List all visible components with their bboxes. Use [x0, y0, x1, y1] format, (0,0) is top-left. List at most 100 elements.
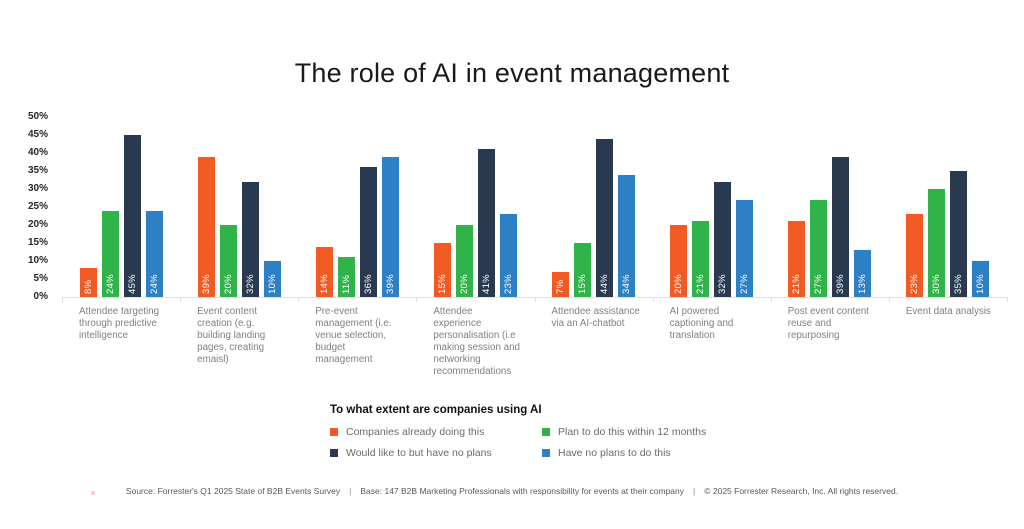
y-axis-tick-label: 0%: [33, 291, 48, 302]
x-axis-tick: [62, 297, 63, 302]
x-axis-tick: [534, 297, 536, 302]
bar: 27%: [810, 199, 828, 297]
bar: 27%: [736, 199, 754, 297]
bar-value-label: 45%: [126, 274, 138, 294]
bar: 10%: [972, 261, 990, 297]
footer: Source: Forrester's Q1 2025 State of B2B…: [0, 486, 1024, 496]
bar: 11%: [337, 257, 355, 297]
x-axis-tick: [652, 297, 654, 302]
bar: 39%: [197, 156, 215, 297]
legend-item-label: Companies already doing this: [346, 426, 485, 438]
bar-value-label: 20%: [458, 274, 470, 294]
bar: 32%: [241, 181, 259, 297]
legend: To what extent are companies using AI Co…: [330, 404, 750, 459]
bar-value-label: 10%: [975, 274, 987, 294]
x-axis-tick: [180, 297, 182, 302]
bar-value-label: 32%: [244, 274, 256, 294]
bar: 41%: [477, 149, 495, 297]
bar: 15%: [574, 243, 592, 297]
x-axis-category-label: Attendee experience personalisation (i.e…: [433, 306, 520, 377]
y-axis-tick-label: 10%: [27, 255, 48, 266]
bar-value-label: 30%: [931, 274, 943, 294]
bar-value-label: 23%: [909, 274, 921, 294]
bar-value-label: 36%: [362, 274, 374, 294]
x-axis-labels: Attendee targeting through predictive in…: [62, 306, 1007, 378]
bar: 14%: [315, 246, 333, 297]
bar: 13%: [854, 250, 872, 297]
bar-group: 14% 11% 36% 39%: [298, 117, 416, 297]
stray-dot: [91, 491, 95, 495]
bar: 44%: [596, 138, 614, 297]
x-axis-tick: [298, 297, 300, 302]
bar-group: 21% 27% 39% 13%: [771, 117, 889, 297]
y-axis-tick-label: 45%: [27, 129, 48, 140]
x-axis-category-label: AI powered captioning and translation: [669, 306, 734, 341]
bar-value-label: 24%: [104, 274, 116, 294]
footer-source: Source: Forrester's Q1 2025 State of B2B…: [125, 486, 341, 496]
legend-items: Companies already doing this Plan to do t…: [330, 426, 750, 459]
bar: 20%: [219, 225, 237, 297]
bar-value-label: 14%: [318, 274, 330, 294]
bar: 32%: [714, 181, 732, 297]
y-axis-tick-label: 15%: [27, 237, 48, 248]
bar-value-label: 41%: [480, 274, 492, 294]
legend-swatch: [542, 428, 550, 436]
y-axis-tick-label: 30%: [27, 183, 48, 194]
x-axis-category-label: Attendee assistance via an AI-chatbot: [551, 306, 640, 329]
footer-separator: |: [693, 486, 696, 496]
bar: 20%: [455, 225, 473, 297]
bar-group: 8% 24% 45% 24%: [62, 117, 180, 297]
bar: 15%: [433, 243, 451, 297]
plot-area: 8% 24% 45% 24% 39% 20% 32% 10% 14% 11% 36% 39% 15% 20…: [62, 117, 1007, 297]
bar: 30%: [928, 189, 946, 297]
bar-value-label: 34%: [621, 274, 633, 294]
bar: 20%: [670, 225, 688, 297]
bar-value-label: 24%: [148, 274, 160, 294]
bar-value-label: 20%: [673, 274, 685, 294]
bar-value-label: 10%: [266, 274, 278, 294]
bar: 10%: [263, 261, 281, 297]
y-axis-tick-label: 5%: [33, 273, 48, 284]
bar-value-label: 39%: [835, 274, 847, 294]
bar: 24%: [145, 210, 163, 297]
legend-item: Companies already doing this: [330, 426, 542, 438]
x-axis-tick: [770, 297, 772, 302]
bar: 39%: [832, 156, 850, 297]
y-axis-tick-label: 40%: [27, 147, 48, 158]
bar-value-label: 15%: [577, 274, 589, 294]
bar-value-label: 21%: [695, 274, 707, 294]
legend-item: Plan to do this within 12 months: [542, 426, 750, 438]
bar-value-label: 27%: [813, 274, 825, 294]
bar-value-label: 23%: [502, 274, 514, 294]
footer-separator: |: [349, 486, 352, 496]
y-axis-tick-label: 20%: [27, 219, 48, 230]
y-axis-tick-label: 50%: [27, 111, 48, 122]
bar: 24%: [101, 210, 119, 297]
legend-swatch: [330, 428, 338, 436]
legend-item: Would like to but have no plans: [330, 447, 542, 459]
x-axis-tick: [416, 297, 418, 302]
x-axis-category-label: Pre-event management (i.e. venue selecti…: [315, 306, 392, 365]
footer-base: Base: 147 B2B Marketing Professionals wi…: [360, 486, 685, 496]
legend-item: Have no plans to do this: [542, 447, 750, 459]
bar-value-label: 32%: [717, 274, 729, 294]
bar: 36%: [359, 167, 377, 297]
legend-item-label: Would like to but have no plans: [346, 447, 492, 459]
x-axis-tick: [888, 297, 890, 302]
bar-group: 20% 21% 32% 27%: [653, 117, 771, 297]
bar-value-label: 11%: [340, 274, 352, 294]
bar: 7%: [552, 271, 570, 297]
bar-value-label: 8%: [82, 279, 94, 294]
bar: 21%: [692, 221, 710, 297]
chart-title: The role of AI in event management: [294, 58, 730, 88]
bar-value-label: 15%: [436, 274, 448, 294]
x-axis-category-label: Event data analysis: [905, 306, 991, 317]
legend-item-label: Plan to do this within 12 months: [558, 426, 707, 438]
bar-value-label: 39%: [384, 274, 396, 294]
bar-value-label: 20%: [222, 274, 234, 294]
bar: 45%: [123, 135, 141, 297]
bar: 23%: [499, 214, 517, 297]
bar: 35%: [950, 171, 968, 297]
bar-group: 23% 30% 35% 10%: [889, 117, 1007, 297]
